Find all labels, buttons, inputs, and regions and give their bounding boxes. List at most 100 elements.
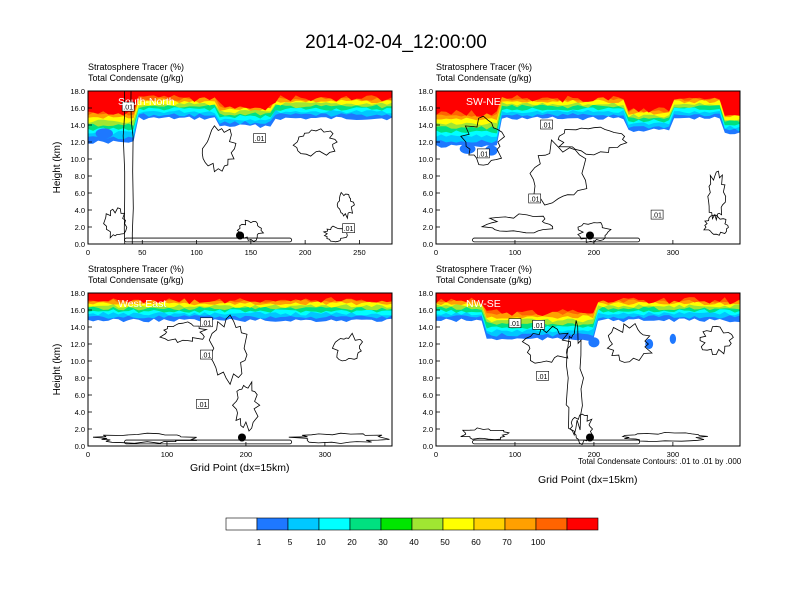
plot-area: .01 .01 .01 .01 xyxy=(436,91,740,244)
condensate-contour xyxy=(577,222,612,244)
colorbar-swatch xyxy=(535,517,568,531)
panel-var2-label: Total Condensate (g/kg) xyxy=(88,275,184,285)
tracer-blob xyxy=(645,338,654,350)
y-tick-label: 8.0 xyxy=(75,374,85,383)
colorbar-swatch xyxy=(225,517,258,531)
condensate-contour xyxy=(322,225,348,243)
y-tick-label: 14.0 xyxy=(70,121,85,130)
condensate-contour xyxy=(521,325,572,364)
condensate-contour xyxy=(331,332,364,362)
panel-var2-label: Total Condensate (g/kg) xyxy=(88,73,184,83)
tracer-top xyxy=(88,91,392,95)
colorbar-swatch xyxy=(473,517,506,531)
condensate-contour xyxy=(703,214,729,236)
plot-area: .01 .01 .01 xyxy=(88,91,392,244)
colorbar-swatch xyxy=(442,517,475,531)
tracer-band xyxy=(436,293,740,316)
x-axis-label-nw-se: Grid Point (dx=15km) xyxy=(538,474,638,486)
x-tick-label: 250 xyxy=(353,248,366,257)
contour-note: Total Condensate Contours: .01 to .01 by… xyxy=(578,457,742,466)
y-tick-label: 18.0 xyxy=(70,87,85,96)
x-tick-label: 0 xyxy=(434,450,438,459)
x-tick-label: 0 xyxy=(86,248,90,257)
contour-label-box xyxy=(477,148,490,159)
panel-label: NW-SE xyxy=(466,298,501,310)
plot-area: .01 .01 .01 xyxy=(436,293,740,446)
colorbar-swatch xyxy=(349,517,382,531)
condensate-contour xyxy=(201,125,237,173)
panel-var2-label: Total Condensate (g/kg) xyxy=(436,275,532,285)
panel-var1-label: Stratosphere Tracer (%) xyxy=(436,264,533,274)
contour-label-text: .01 xyxy=(202,353,212,360)
condensate-contour xyxy=(292,128,338,157)
y-tick-label: 18.0 xyxy=(418,87,433,96)
panel-label: West-East xyxy=(118,298,166,310)
y-tick-label: 10.0 xyxy=(418,357,433,366)
x-tick-label: 100 xyxy=(509,450,522,459)
condensate-contour xyxy=(472,439,641,445)
colorbar-swatch xyxy=(256,517,289,531)
colorbar-swatch xyxy=(287,517,320,531)
condensate-contour xyxy=(208,314,248,386)
contour-label-text: .01 xyxy=(534,323,544,330)
y-tick-label: 6.0 xyxy=(423,391,433,400)
x-tick-label: 0 xyxy=(434,248,438,257)
condensate-contour xyxy=(529,139,588,206)
x-tick-label: 150 xyxy=(245,248,258,257)
y-tick-label: 6.0 xyxy=(423,189,433,198)
condensate-contour xyxy=(606,322,653,363)
y-tick-label: 14.0 xyxy=(418,121,433,130)
contour-label-box xyxy=(532,319,545,330)
y-tick-label: 18.0 xyxy=(70,289,85,298)
condensate-contour xyxy=(460,115,506,166)
x-tick-label: 300 xyxy=(319,450,332,459)
contour-label-text: .01 xyxy=(530,196,540,203)
condensate-contour xyxy=(124,439,293,445)
contour-label-box xyxy=(650,209,664,220)
x-tick-label: 100 xyxy=(190,248,203,257)
contour-label: .01 xyxy=(342,223,355,233)
y-tick-label: 8.0 xyxy=(75,172,85,181)
y-tick-label: 16.0 xyxy=(70,104,85,113)
contour-label: .01 xyxy=(508,318,522,328)
contour-label-text: .01 xyxy=(255,136,265,143)
colorbar-label: 10 xyxy=(316,537,326,547)
colorbar-label: 30 xyxy=(378,537,388,547)
y-axis-label: Height (km) xyxy=(52,344,63,396)
condensate-contour xyxy=(236,219,265,242)
location-marker xyxy=(236,231,244,240)
plot-frame xyxy=(87,90,393,245)
colorbar-label: 60 xyxy=(471,537,481,547)
colorbar-swatch xyxy=(411,517,444,531)
condensate-contour xyxy=(231,380,261,432)
y-tick-label: 14.0 xyxy=(418,323,433,332)
y-tick-label: 6.0 xyxy=(75,391,85,400)
y-tick-label: 2.0 xyxy=(75,223,85,232)
colorbar: 1 5 10 20 30 40 50 60 70 100 xyxy=(225,517,599,547)
tracer-blob xyxy=(669,333,677,344)
contour-label: .01 xyxy=(528,193,542,203)
x-tick-label: 100 xyxy=(509,248,522,257)
y-tick-label: 8.0 xyxy=(423,374,433,383)
contour-label-box xyxy=(200,317,213,328)
contour-label-text: .01 xyxy=(538,374,548,381)
y-tick-label: 10.0 xyxy=(70,155,85,164)
contour-label-text: .01 xyxy=(479,151,489,158)
condensate-contour xyxy=(336,191,355,220)
contour-label-text: .01 xyxy=(344,226,354,233)
panel-header-south-north: Stratosphere Tracer (%) Total Condensate… xyxy=(88,62,184,84)
y-tick-label: 2.0 xyxy=(423,425,433,434)
y-tick-label: 0.0 xyxy=(75,240,85,249)
x-tick-label: 300 xyxy=(667,450,680,459)
contour-label: .01 xyxy=(200,349,213,360)
y-axis-label: Height (km) xyxy=(52,142,63,194)
x-tick-label: 200 xyxy=(240,450,253,459)
x-tick-label: 200 xyxy=(588,450,601,459)
y-tick-label: 16.0 xyxy=(418,104,433,113)
contour-label: .01 xyxy=(477,148,490,159)
plot-frame xyxy=(435,90,741,245)
y-tick-label: 12.0 xyxy=(418,340,433,349)
y-tick-label: 4.0 xyxy=(75,206,85,215)
tracer-blob xyxy=(588,337,600,348)
panel-header-sw-ne: Stratosphere Tracer (%) Total Condensate… xyxy=(436,62,532,84)
